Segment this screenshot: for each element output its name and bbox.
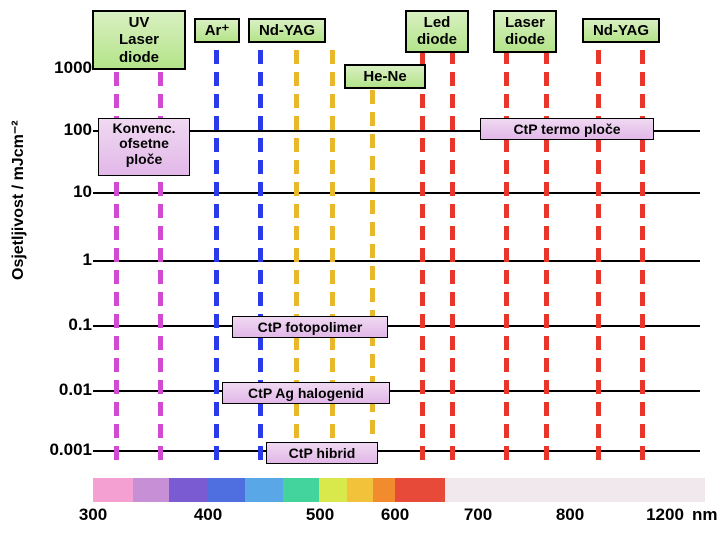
laser-label-box: Nd-YAG xyxy=(248,18,326,43)
spectrum-band xyxy=(347,478,373,502)
y-tick: 1000 xyxy=(32,58,92,78)
hene-box: He-Ne xyxy=(344,64,426,89)
laser-label-box: Ar⁺ xyxy=(194,18,240,43)
grid-line xyxy=(93,390,700,392)
x-tick: 300 xyxy=(79,505,107,525)
grid-line xyxy=(93,450,700,452)
grid-line xyxy=(93,192,700,194)
spectrum-band xyxy=(207,478,245,502)
spectrum-band xyxy=(133,478,169,502)
y-tick: 10 xyxy=(32,182,92,202)
y-tick: 100 xyxy=(32,120,92,140)
laser-label-box: Leddiode xyxy=(405,10,469,53)
x-tick: 800 xyxy=(556,505,584,525)
grid-line xyxy=(93,325,700,327)
y-tick: 0.1 xyxy=(32,315,92,335)
x-tick: 600 xyxy=(381,505,409,525)
y-tick: 1 xyxy=(32,250,92,270)
y-tick: 0.001 xyxy=(32,440,92,460)
x-tick: 500 xyxy=(306,505,334,525)
x-tick: 1200 xyxy=(646,505,684,525)
x-tick: 400 xyxy=(194,505,222,525)
plate-box: CtP fotopolimer xyxy=(232,316,388,338)
spectrum-band xyxy=(283,478,319,502)
plate-box: CtP hibrid xyxy=(266,442,378,464)
spectrum-band xyxy=(445,478,705,502)
x-axis-unit: nm xyxy=(692,505,718,525)
plate-box: Konvenc.ofsetneploče xyxy=(98,118,190,176)
laser-label-box: UVLaser diode xyxy=(92,10,186,70)
spectrum-band xyxy=(245,478,283,502)
y-axis-label: Osjetljivost / mJcm⁻² xyxy=(8,120,28,280)
y-tick: 0.01 xyxy=(32,380,92,400)
spectrum-band xyxy=(395,478,445,502)
spectrum-band xyxy=(93,478,133,502)
grid-line xyxy=(93,260,700,262)
laser-label-box: Nd-YAG xyxy=(582,18,660,43)
plate-box: CtP termo ploče xyxy=(480,118,654,140)
x-tick: 700 xyxy=(464,505,492,525)
plate-box: CtP Ag halogenid xyxy=(222,382,390,404)
laser-label-box: Laserdiode xyxy=(493,10,557,53)
spectrum-band xyxy=(373,478,395,502)
sensitivity-chart: Osjetljivost / mJcm⁻² 1000 100 10 1 0.1 0.01 0… xyxy=(0,0,720,540)
spectrum-band xyxy=(169,478,207,502)
spectrum-band xyxy=(319,478,347,502)
